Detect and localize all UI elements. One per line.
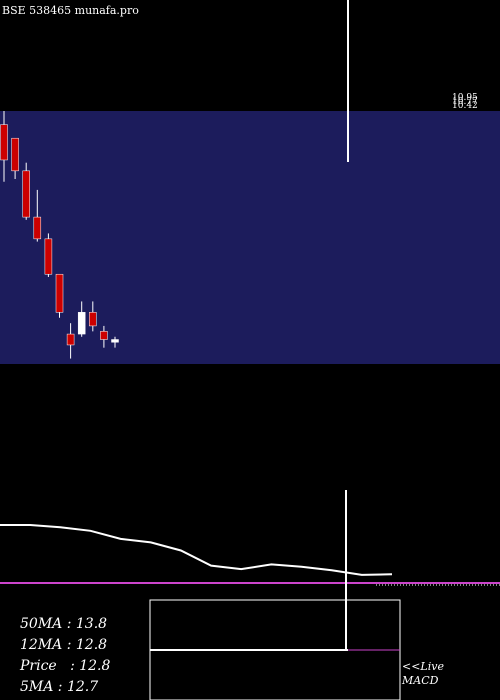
ma5-stat: 5MA : 12.7 bbox=[20, 679, 99, 695]
candle-body bbox=[89, 312, 97, 327]
candle-body bbox=[44, 238, 53, 275]
ma12-stat: 12MA : 12.8 bbox=[20, 637, 108, 653]
candles-group bbox=[0, 111, 119, 359]
price-stat: Price : 12.8 bbox=[20, 658, 111, 674]
price-band bbox=[0, 111, 500, 364]
stats-panel: 50MA : 13.8 12MA : 12.8 Price : 12.8 5MA… bbox=[20, 614, 110, 698]
macd-label: MACD bbox=[402, 674, 439, 687]
candle-body bbox=[100, 331, 108, 340]
candle-body bbox=[77, 312, 86, 335]
price-tag: 10.42 bbox=[452, 101, 478, 111]
candle-body bbox=[11, 137, 19, 172]
candle-body bbox=[66, 333, 75, 346]
moving-average-line bbox=[0, 524, 393, 576]
candle-body bbox=[0, 124, 8, 161]
candle-body bbox=[33, 216, 42, 240]
live-macd-label: <<Live MACD bbox=[402, 660, 444, 688]
ma50-stat: 50MA : 13.8 bbox=[20, 616, 108, 632]
candle-body bbox=[55, 273, 64, 313]
candle-body bbox=[22, 170, 30, 218]
price-tag: 10.77 bbox=[452, 97, 478, 107]
live-link[interactable]: <<Live bbox=[402, 660, 444, 673]
price-tags: 10.95 10.77 10.42 bbox=[452, 93, 478, 111]
site-label: BSE 538465 munafa.pro bbox=[2, 4, 139, 17]
candle-body bbox=[111, 339, 119, 343]
price-tag: 10.95 bbox=[452, 93, 478, 103]
